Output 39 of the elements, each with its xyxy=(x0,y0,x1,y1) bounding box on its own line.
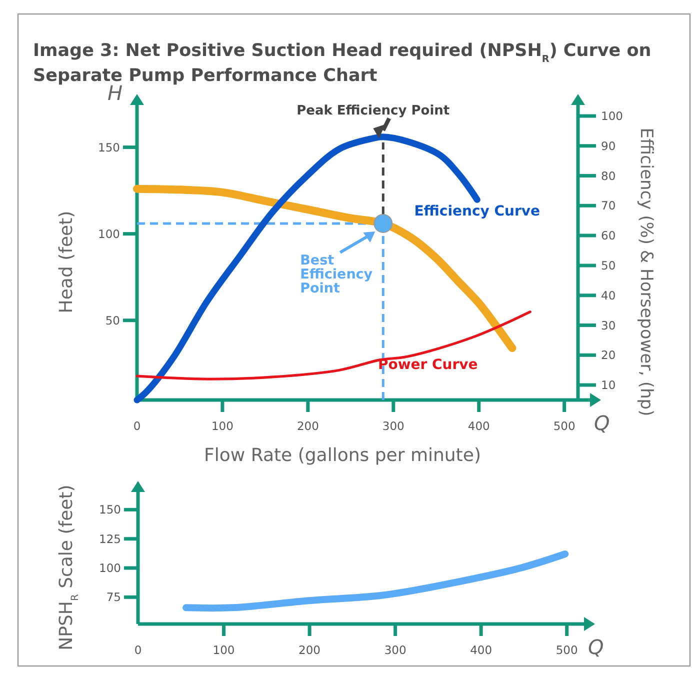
y2-tick-label: 30 xyxy=(601,318,616,332)
annotation: Best Efficiency Point xyxy=(300,252,373,296)
x-tick-label: 200 xyxy=(296,419,319,433)
y2-tick-label: 100 xyxy=(601,108,623,123)
series-label: Efficiency Curve xyxy=(414,204,540,220)
line-series xyxy=(136,310,532,380)
y-tick-label: 50 xyxy=(105,313,120,328)
x-tick-label: 500 xyxy=(556,643,578,657)
x-tick-label: 300 xyxy=(382,419,404,433)
y-tick-label: 100 xyxy=(98,226,120,241)
x-tick-label: 200 xyxy=(298,643,321,657)
x-axis-title: Flow Rate (gallons per minute) xyxy=(204,445,481,466)
x-tick-label: 100 xyxy=(211,419,234,433)
x-tick-label: 0 xyxy=(133,419,141,433)
annotation: Peak Efficiency Point xyxy=(296,103,450,118)
x-tick-label: 100 xyxy=(212,643,235,657)
x-tick-label: 400 xyxy=(468,419,490,433)
text: Q xyxy=(588,635,604,659)
y-tick-label: 150 xyxy=(99,502,121,517)
y-tick-label: 75 xyxy=(106,590,121,604)
y2-tick-label: 80 xyxy=(601,168,616,183)
x-tick-label: 0 xyxy=(134,643,142,657)
y2-axis-title: Efficiency (%) & Horsepower, (hp) xyxy=(636,128,656,416)
series-label: Power Curve xyxy=(378,357,478,374)
x-tick-label: 400 xyxy=(470,643,492,657)
y2-tick-label: 10 xyxy=(601,378,616,392)
y2-tick-label: 40 xyxy=(601,288,616,302)
y-axis-title: Head (feet) xyxy=(56,210,77,314)
y2-tick-label: 20 xyxy=(601,348,616,362)
y-tick-label: 125 xyxy=(99,532,121,546)
y2-tick-label: 50 xyxy=(601,258,616,272)
y2-tick-label: 90 xyxy=(601,138,616,153)
x-tick-label: 500 xyxy=(553,419,576,433)
y2-tick-label: 70 xyxy=(601,198,616,213)
y-tick-label: 150 xyxy=(98,140,120,154)
y-tick-label: 100 xyxy=(99,561,121,575)
y2-tick-label: 60 xyxy=(601,228,616,243)
x-tick-label: 300 xyxy=(384,643,406,657)
text: Q xyxy=(594,411,610,435)
